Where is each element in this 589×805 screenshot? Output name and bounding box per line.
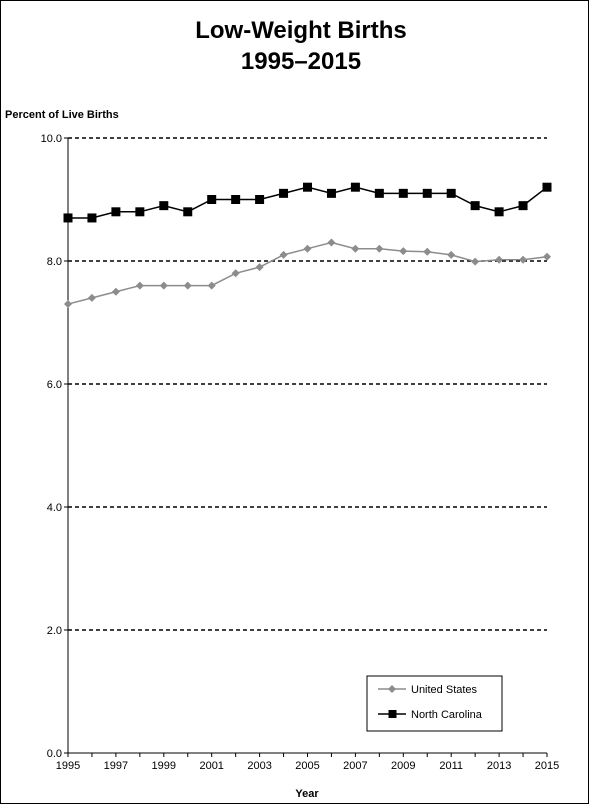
data-point [159, 201, 169, 211]
x-tick-label: 1997 [104, 760, 128, 772]
axes: 0.0 2.0 4.0 6.0 8.0 10.0 1995 1997 1999 2001 2003 2… [41, 133, 560, 772]
data-point [495, 255, 504, 264]
data-point [326, 188, 336, 198]
x-tick-label: 2015 [535, 760, 559, 772]
data-point [255, 263, 264, 272]
data-point [183, 281, 192, 290]
data-point [422, 188, 432, 198]
data-point [64, 300, 72, 309]
y-axis-label: Percent of Live Births [5, 109, 119, 121]
legend-marker-north-carolina [388, 710, 397, 718]
x-tick-label: 2011 [439, 760, 463, 772]
data-point [207, 281, 216, 290]
data-point [543, 252, 551, 261]
data-point [87, 293, 96, 302]
legend-box [366, 675, 503, 732]
x-tick-label: 2003 [247, 760, 271, 772]
data-point [399, 247, 408, 256]
x-tick-label: 2007 [343, 760, 367, 772]
legend-marker-united-states [388, 685, 396, 693]
legend-label-united-states: United States [411, 684, 478, 696]
data-point [279, 250, 288, 259]
x-tick-label: 1999 [152, 760, 176, 772]
series-north-carolina [63, 182, 552, 223]
y-tick-label: 0.0 [47, 748, 62, 760]
y-tick-label: 10.0 [41, 133, 62, 145]
y-tick-label: 6.0 [47, 379, 62, 391]
data-point [231, 269, 240, 278]
data-point [183, 207, 193, 217]
data-point [87, 213, 97, 223]
data-point [375, 244, 384, 253]
data-point [231, 195, 241, 204]
data-point [111, 287, 120, 296]
data-point [351, 244, 360, 253]
data-point [159, 281, 168, 290]
x-tick-label: 2009 [391, 760, 415, 772]
data-point [111, 207, 121, 217]
x-tick-label: 2013 [487, 760, 511, 772]
data-point [374, 188, 384, 198]
legend-label-north-carolina: North Carolina [411, 709, 483, 721]
data-point [423, 247, 432, 256]
y-tick-label: 2.0 [47, 625, 62, 637]
data-point [303, 244, 312, 253]
gridlines [68, 137, 547, 631]
data-point [303, 182, 312, 192]
data-point [255, 195, 265, 204]
x-tick-label: 2005 [295, 760, 319, 772]
data-point [398, 188, 408, 198]
data-point [519, 255, 528, 264]
data-point [470, 201, 480, 211]
x-tick-label: 2001 [199, 760, 223, 772]
x-axis-label: Year [295, 788, 319, 800]
chart-subtitle: 1995–2015 [241, 48, 361, 75]
data-point [446, 188, 456, 198]
data-point [135, 281, 144, 290]
data-point [135, 207, 145, 217]
y-tick-label: 8.0 [47, 256, 62, 268]
data-point [518, 201, 528, 211]
data-point [447, 250, 456, 259]
data-series [63, 182, 552, 309]
y-tick-label: 4.0 [47, 502, 62, 514]
data-point [542, 182, 552, 192]
data-point [471, 257, 480, 266]
data-point [63, 213, 73, 223]
data-point [279, 188, 289, 198]
series-united-states [64, 238, 551, 309]
data-point [350, 182, 360, 192]
data-point [327, 238, 336, 247]
data-point [207, 195, 217, 204]
x-tick-label: 1995 [56, 760, 80, 772]
data-point [494, 207, 504, 217]
legend: United States North Carolina [366, 675, 503, 732]
chart-title: Low-Weight Births [195, 17, 407, 44]
